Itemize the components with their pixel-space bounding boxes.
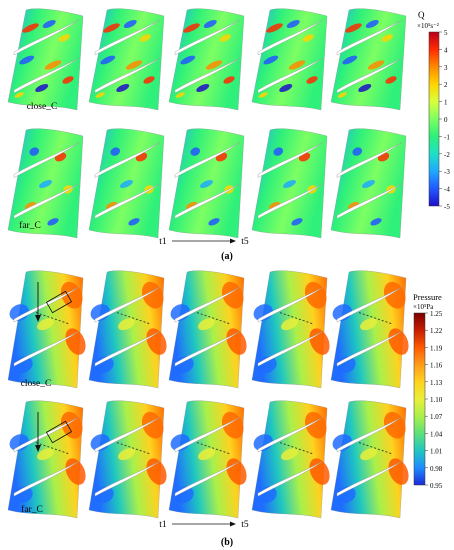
pressure-trend-line [279, 442, 315, 455]
panel-a-close-tile [168, 8, 245, 111]
pressure-trend-line [116, 312, 152, 325]
q-tick-label: 0 [444, 116, 448, 124]
pressure-colorbar-ticks: 1.25 1.22 1.19 1.16 1.13 1.10 1.07 1.04 1.01 0.98… [425, 310, 443, 490]
pressure-tick-label: 1.13 [430, 379, 443, 387]
panel-a-time-arrowhead [230, 238, 236, 244]
q-tick-label: 5 [444, 29, 448, 37]
q-tick-label: -5 [444, 203, 450, 211]
q-tick-label: 3 [444, 64, 448, 72]
panel-b-close-tile [251, 270, 330, 389]
q-tick-label: -4 [444, 186, 450, 194]
q-tick-label: 4 [444, 46, 448, 54]
pressure-tick-label: 1.22 [430, 327, 443, 335]
pressure-trend-line [358, 312, 394, 325]
panel-b-far-tile [7, 400, 86, 519]
q-tick-label: -3 [444, 168, 450, 176]
panel-a-row-label-far: far_C [19, 220, 41, 231]
panel-b-time-end: t5 [241, 520, 249, 530]
pressure-tick-label: 1.10 [430, 396, 443, 404]
pressure-tick-label: 1.16 [430, 362, 443, 370]
panel-a-close-tile [7, 8, 84, 111]
pressure-tick-label: 1.25 [430, 310, 443, 318]
pressure-tick-label: 1.19 [430, 344, 443, 352]
pressure-tick-label: 0.98 [430, 465, 443, 473]
panel-b-time-arrowhead [230, 521, 236, 527]
panel-a-close-tile [330, 8, 407, 111]
panel-a-far-tile [168, 128, 245, 239]
panel-a-far-tile [7, 128, 84, 239]
pressure-tick-label: 1.07 [430, 413, 443, 421]
q-colorbar-unit: ×10⁵s⁻² [417, 22, 439, 30]
annotation-box [45, 420, 73, 444]
q-tick-label: 1 [444, 99, 448, 107]
annotation-arrowhead [35, 445, 41, 452]
pressure-colorbar [413, 312, 426, 486]
annotation-box [45, 290, 73, 314]
panel-b-far-tile [168, 400, 247, 519]
panel-a-time-start: t1 [159, 237, 167, 247]
pressure-colorbar-title: Pressure [413, 292, 442, 302]
panel-b-close-tile [330, 270, 409, 389]
panel-a-time-end: t5 [241, 237, 249, 247]
panel-b-far-tile [251, 400, 330, 519]
pressure-tick-label: 1.04 [430, 430, 443, 438]
panel-b-row-label-far: far_C [21, 504, 43, 515]
panel-b-far-tile [330, 400, 409, 519]
panel-a-caption: (a) [221, 251, 233, 262]
panel-a-row-label-close: close_C [27, 102, 58, 112]
panel-a-far-tile [251, 128, 328, 239]
panel-a-close-tile [251, 8, 328, 111]
pressure-tick-label: 1.01 [430, 448, 443, 456]
panel-b-far-tile [88, 400, 167, 519]
annotation-arrowhead [35, 315, 41, 322]
panel-b-close-tile [7, 270, 86, 389]
q-colorbar [428, 31, 440, 207]
panel-b-time-start: t1 [159, 520, 167, 530]
pressure-trend-line [35, 312, 71, 325]
panel-a-far-tile [330, 128, 407, 239]
pressure-trend-line [116, 442, 152, 455]
pressure-trend-line [279, 312, 315, 325]
pressure-trend-line [196, 312, 232, 325]
panel-b-row-label-close: close_C [21, 379, 52, 389]
panel-b-close-tile [168, 270, 247, 389]
panel-b-close-tile [88, 270, 167, 389]
panel-b-pressure-contours [7, 270, 409, 519]
pressure-colorbar-unit: ×10⁵Pa [413, 303, 434, 311]
pressure-trend-line [196, 442, 232, 455]
q-tick-label: 2 [444, 81, 448, 89]
q-tick-label: -2 [444, 151, 450, 159]
q-tick-label: -1 [444, 133, 450, 141]
pressure-trend-line [358, 442, 394, 455]
panel-a-far-tile [88, 128, 165, 239]
panel-b-caption: (b) [221, 537, 233, 548]
panel-a-vortex-contours [7, 8, 407, 239]
q-colorbar-ticks: 5 4 3 2 1 0 -1 -2 -3 -4 -5 [439, 29, 450, 211]
q-colorbar-title: Q [418, 10, 425, 20]
pressure-tick-label: 0.95 [430, 482, 443, 490]
panel-a-close-tile [88, 8, 165, 111]
pressure-trend-line [35, 442, 71, 455]
